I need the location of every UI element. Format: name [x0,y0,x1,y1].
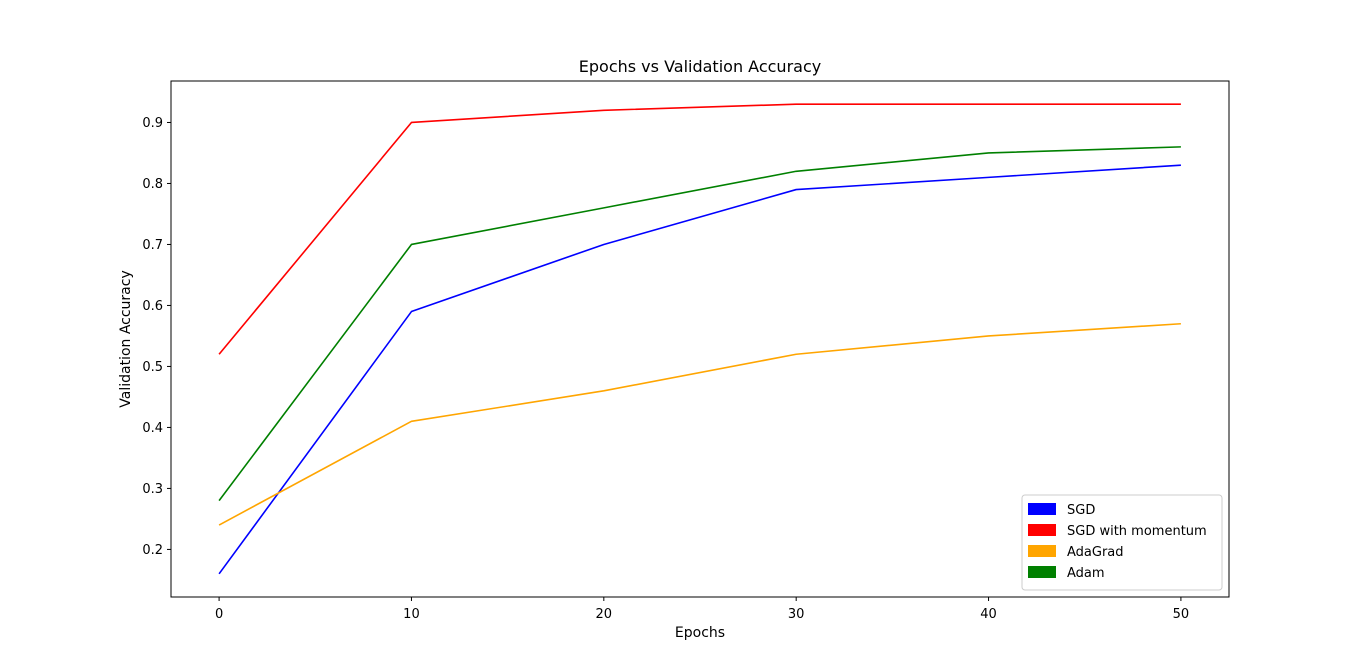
x-tick-label: 30 [788,607,805,622]
x-axis: 0 10 20 30 40 50 [215,597,1189,622]
legend: SGD SGD with momentum AdaGrad Adam [1021,494,1223,591]
legend-swatch [1028,545,1056,557]
y-tick-label: 0.2 [142,543,163,558]
series-line-2 [218,103,1181,355]
chart-title: Epochs vs Validation Accuracy [579,57,821,76]
legend-label: SGD with momentum [1067,524,1207,539]
y-tick-label: 0.9 [142,116,163,131]
y-tick-label: 0.5 [142,360,163,375]
legend-label: SGD [1067,503,1095,518]
y-tick-label: 0.4 [142,421,163,436]
legend-swatch [1028,503,1056,515]
x-tick-label: 20 [596,607,613,622]
legend-box [1021,494,1223,591]
x-tick-label: 40 [980,607,997,622]
series-layer [218,103,1181,575]
y-axis: 0.2 0.3 0.4 0.5 0.6 0.7 0.8 0.9 [142,116,171,558]
y-tick-label: 0.8 [142,177,163,192]
y-tick-label: 0.7 [142,238,163,253]
y-tick-label: 0.3 [142,482,163,497]
x-tick-label: 50 [1173,607,1190,622]
legend-swatch [1028,524,1056,536]
legend-label: AdaGrad [1067,545,1124,560]
plot-frame [170,80,1230,598]
series-line-4 [218,146,1181,502]
legend-label: Adam [1067,566,1105,581]
series-line-1 [218,164,1181,575]
y-tick-label: 0.6 [142,299,163,314]
legend-swatch [1028,566,1056,578]
x-axis-label: Epochs [675,625,725,641]
y-axis-label: Validation Accuracy [118,270,134,408]
x-tick-label: 0 [215,607,223,622]
x-tick-label: 10 [403,607,420,622]
series-line-3 [218,322,1181,526]
